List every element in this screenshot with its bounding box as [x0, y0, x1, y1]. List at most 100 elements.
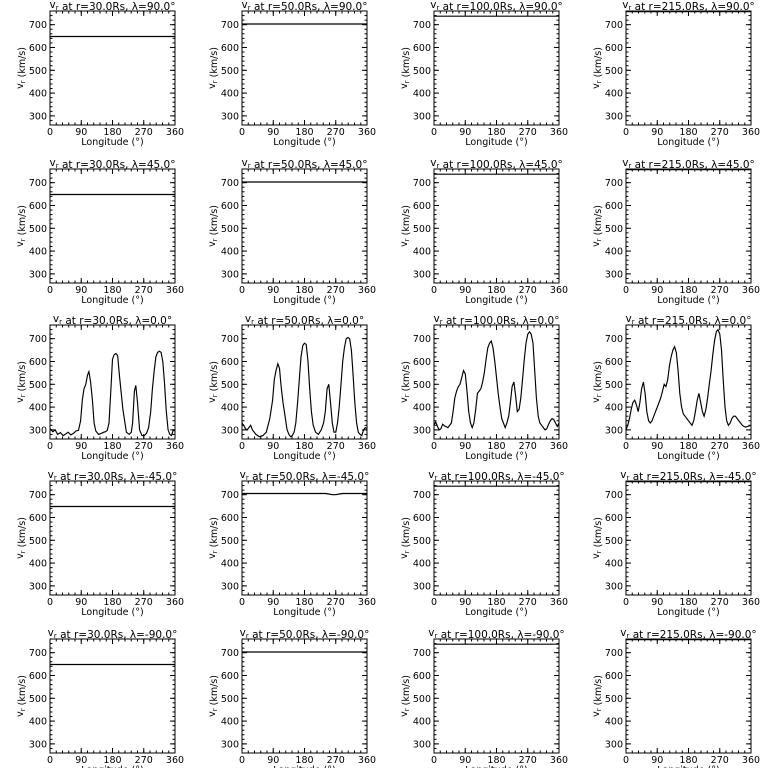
panel-5-3-frame [433, 638, 560, 754]
panel-3-2-xlabel: Longitude (°) [273, 451, 335, 462]
panel-1-2-xtick-label: 180 [295, 127, 313, 138]
panel-1-4-xtick-label: 0 [623, 127, 629, 138]
panel-2-2-ytick-label: 700 [221, 178, 239, 189]
panel-2-4-title: vr at r=215.0Rs, λ=45.0° [622, 157, 755, 171]
panel-5-4-ytick-label: 600 [605, 671, 623, 682]
panel-1-2-xtick-label: 0 [239, 127, 245, 138]
panel-4-4-xtick-label: 270 [711, 597, 729, 608]
panel-2-3-ylabel: vr (km/s) [399, 205, 412, 247]
panel-1-4-xlabel: Longitude (°) [657, 137, 719, 148]
panel-3-4-series-line [625, 328, 752, 431]
panel-4-2-ylabel: vr (km/s) [207, 517, 220, 559]
panel-2-4-ytick-label: 300 [605, 269, 623, 280]
panel-1-2-xtick-label: 360 [358, 127, 376, 138]
panel-4-4-xtick-label: 180 [679, 597, 697, 608]
panel-5-2-xtick-label: 270 [327, 755, 345, 766]
panel-2-3-xtick-label: 180 [487, 285, 505, 296]
panel-2-1-xlabel: Longitude (°) [81, 295, 143, 306]
panel-4-3-ylabel: vr (km/s) [399, 517, 412, 559]
panel-3-4-xtick-label: 360 [742, 441, 760, 452]
panel-3-3-ytick-label: 300 [413, 425, 431, 436]
panel-3-2-ytick-label: 700 [221, 334, 239, 345]
panel-4-3-ytick-label: 300 [413, 581, 431, 592]
panel-4-1-ytick-label: 300 [29, 581, 47, 592]
panel-2-3-ytick-label: 600 [413, 201, 431, 212]
panel-1-4-ytick-label: 600 [605, 43, 623, 54]
panel-1-2-ytick-label: 600 [221, 43, 239, 54]
panel-5-3-ylabel: vr (km/s) [399, 675, 412, 717]
panel-3-1-ytick-label: 600 [29, 357, 47, 368]
panel-3-2-xtick-label: 0 [239, 441, 245, 452]
panel-2-4-ylabel: vr (km/s) [591, 205, 604, 247]
panel-5-2-frame [241, 638, 368, 754]
panel-3-4-ytick-label: 600 [605, 357, 623, 368]
panel-5-2-xlabel: Longitude (°) [273, 765, 335, 768]
panel-4-3-ytick-label: 500 [413, 536, 431, 547]
panel-1-3-ytick-label: 600 [413, 43, 431, 54]
panel-1-1-ytick-label: 300 [29, 111, 47, 122]
panel-4-2-xlabel: Longitude (°) [273, 607, 335, 618]
panel-1-4-xtick-label: 270 [711, 127, 729, 138]
panel-1-3-frame [433, 10, 560, 126]
panel-4-1-ytick-label: 500 [29, 536, 47, 547]
panel-4-3-frame [433, 480, 560, 596]
panel-1-2-xtick-label: 270 [327, 127, 345, 138]
panel-1-3-xtick-label: 90 [459, 127, 471, 138]
panel-5-2-ytick-label: 700 [221, 648, 239, 659]
panel-3-4-ytick-label: 700 [605, 334, 623, 345]
panel-1-4-ytick-label: 700 [605, 20, 623, 31]
panel-2-1-xtick-label: 270 [135, 285, 153, 296]
panel-5-4-xtick-label: 90 [651, 755, 663, 766]
panel-1-2-frame [241, 10, 368, 126]
panel-4-2-ytick-label: 500 [221, 536, 239, 547]
panel-5-1-title: vr at r=30.0Rs, λ=-90.0° [48, 627, 178, 641]
panel-1-4-ytick-label: 300 [605, 111, 623, 122]
panel-2-4-xtick-label: 270 [711, 285, 729, 296]
panel-2-4-xtick-label: 0 [623, 285, 629, 296]
panel-5-3-title: vr at r=100.0Rs, λ=-90.0° [428, 627, 564, 641]
panel-5-2-title: vr at r=50.0Rs, λ=-90.0° [240, 627, 370, 641]
panel-2-2-ytick-label: 300 [221, 269, 239, 280]
panel-4-1-xtick-label: 270 [135, 597, 153, 608]
panel-2-2-title: vr at r=50.0Rs, λ=45.0° [242, 157, 368, 171]
panel-4-4-xtick-label: 360 [742, 597, 760, 608]
panel-4-4-xtick-label: 90 [651, 597, 663, 608]
panel-1-2-title: vr at r=50.0Rs, λ=90.0° [242, 0, 368, 13]
panel-3-4-xtick-label: 270 [711, 441, 729, 452]
panel-4-1-xtick-label: 90 [75, 597, 87, 608]
panel-4-3-ytick-label: 600 [413, 513, 431, 524]
panel-5-1-ytick-label: 600 [29, 671, 47, 682]
panel-5-1-xtick-label: 270 [135, 755, 153, 766]
panel-2-3-ytick-label: 300 [413, 269, 431, 280]
panel-5-1-ytick-label: 500 [29, 694, 47, 705]
panel-5-3-ytick-label: 500 [413, 694, 431, 705]
panel-5-2-xtick-label: 0 [239, 755, 245, 766]
panel-3-2-xtick-label: 90 [267, 441, 279, 452]
panel-2-4-xtick-label: 360 [742, 285, 760, 296]
panel-2-2-xtick-label: 90 [267, 285, 279, 296]
panel-4-1-ytick-label: 600 [29, 513, 47, 524]
panel-4-2-ytick-label: 300 [221, 581, 239, 592]
panel-5-3-ytick-label: 300 [413, 739, 431, 750]
panel-5-4-frame [625, 638, 752, 754]
panel-2-3-title: vr at r=100.0Rs, λ=45.0° [430, 157, 563, 171]
panel-5-4-ytick-label: 300 [605, 739, 623, 750]
panel-3-3-xtick-label: 0 [431, 441, 437, 452]
panel-2-4-xtick-label: 90 [651, 285, 663, 296]
panel-1-2-ytick-label: 500 [221, 66, 239, 77]
panel-3-1-ylabel: vr (km/s) [15, 361, 28, 403]
panel-4-3-ytick-label: 400 [413, 559, 431, 570]
panel-5-3-xtick-label: 0 [431, 755, 437, 766]
panel-1-1-xtick-label: 180 [103, 127, 121, 138]
panel-4-2-ytick-label: 700 [221, 490, 239, 501]
panel-3-3-ytick-label: 600 [413, 357, 431, 368]
panel-1-2-ytick-label: 400 [221, 89, 239, 100]
panel-2-2-ylabel: vr (km/s) [207, 205, 220, 247]
panel-2-2-ytick-label: 400 [221, 247, 239, 258]
panel-1-2-xtick-label: 90 [267, 127, 279, 138]
panel-2-1-ytick-label: 700 [29, 178, 47, 189]
panel-2-4-ytick-label: 500 [605, 224, 623, 235]
panel-2-2-xtick-label: 180 [295, 285, 313, 296]
panel-3-4-xtick-label: 0 [623, 441, 629, 452]
panel-1-1-title: vr at r=30.0Rs, λ=90.0° [50, 0, 176, 13]
